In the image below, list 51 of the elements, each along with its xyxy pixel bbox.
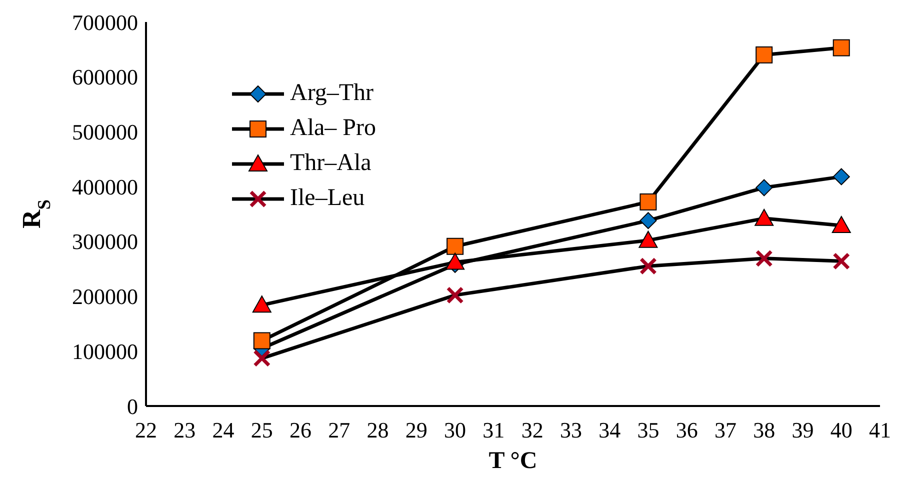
point (640, 193, 657, 210)
x-tick-label: 29 (405, 418, 428, 443)
x-tick-label: 26 (290, 418, 312, 443)
x-tick-label: 35 (637, 418, 660, 443)
y-tick-label: 600000 (72, 64, 138, 90)
x-tick-label: 33 (560, 418, 582, 443)
point (832, 39, 850, 56)
point (832, 252, 850, 270)
y-tick-label: 700000 (72, 10, 138, 35)
x-tick-label: 27 (328, 418, 350, 443)
x-tick-label: 24 (212, 418, 234, 443)
x-tick-label: 32 (521, 418, 544, 443)
point (446, 286, 464, 304)
x-tick-label: 30 (444, 418, 466, 443)
y-tick-label: 200000 (72, 284, 138, 310)
point (253, 332, 270, 350)
x-tick-label: 38 (753, 418, 776, 443)
point (638, 230, 658, 248)
point (640, 212, 657, 230)
x-axis-title: T °C (488, 448, 538, 474)
legend-label: Ala– Pro (290, 115, 376, 142)
y-tick-label: 300000 (72, 229, 138, 254)
x-tick-label: 39 (792, 418, 814, 443)
x-tick-label: 25 (250, 418, 273, 443)
point (755, 250, 773, 268)
x-tick-label: 31 (482, 418, 505, 443)
x-tick-label: 36 (676, 418, 698, 443)
y-tick-label: 400000 (72, 174, 138, 200)
point (253, 350, 271, 368)
point (832, 216, 851, 234)
x-tick-label: 37 (714, 418, 736, 443)
x-tick-label: 23 (174, 418, 196, 443)
legend-label: Ile–Leu (290, 185, 365, 212)
point (754, 208, 774, 226)
point (832, 168, 850, 186)
point (446, 252, 465, 270)
legend-label: Thr–Ala (290, 150, 372, 177)
point (446, 238, 464, 255)
x-tick-label: 40 (830, 418, 852, 443)
point (756, 179, 773, 196)
y-tick-label: 0 (127, 394, 138, 419)
legend-label: Arg–Thr (290, 80, 374, 107)
y-tick-label: 100000 (72, 338, 138, 364)
x-tick-label: 34 (598, 418, 621, 443)
point (639, 257, 657, 275)
y-tick-label: 500000 (72, 120, 138, 145)
point (252, 296, 272, 313)
x-tick-label: 22 (135, 418, 157, 443)
x-tick-label: 28 (366, 418, 389, 443)
x-tick-label: 41 (869, 418, 891, 443)
point (756, 46, 773, 64)
